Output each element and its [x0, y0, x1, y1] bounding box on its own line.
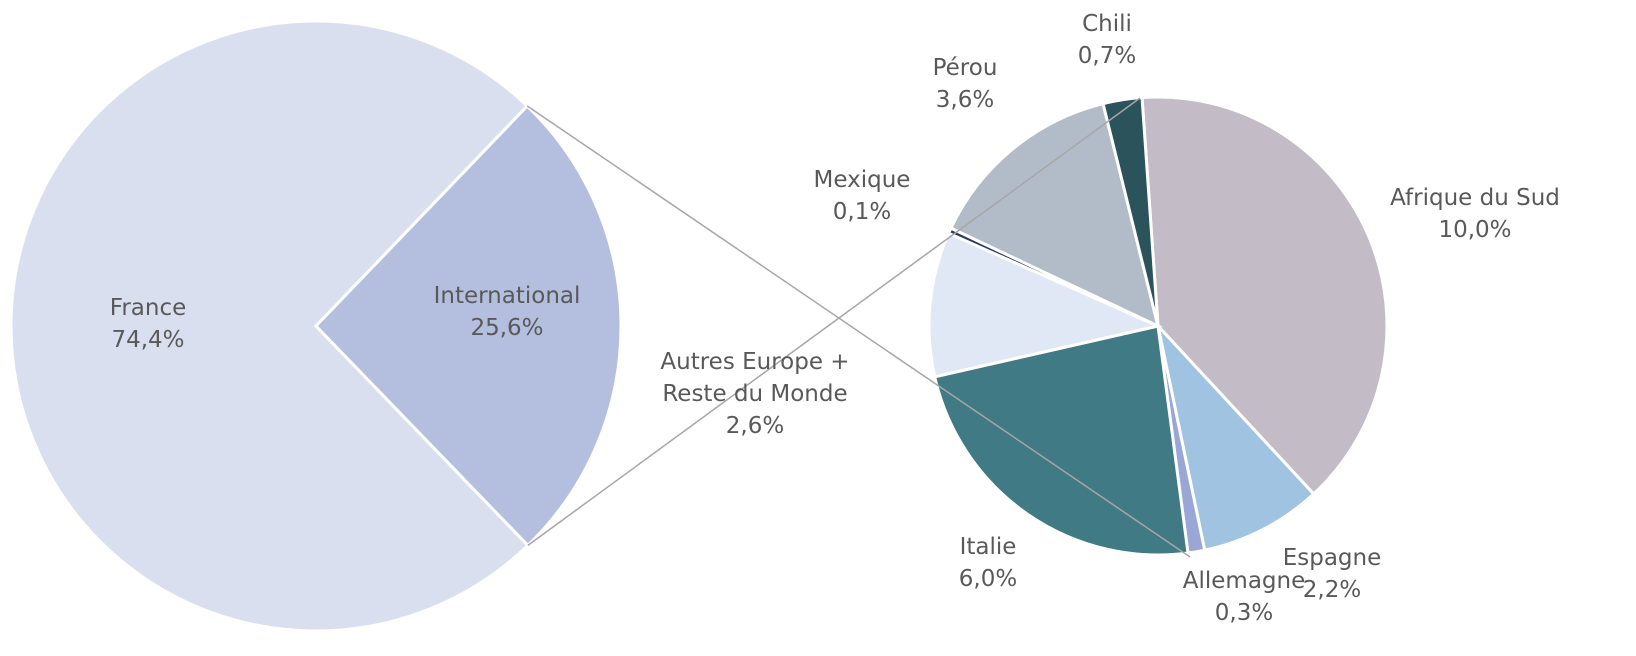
- connector-line: [527, 97, 1141, 547]
- pie-slice: [1101, 95, 1160, 327]
- data-label: Allemagne 0,3%: [1183, 565, 1306, 629]
- slice-value: 2,6%: [725, 413, 785, 439]
- slice-value: 25,6%: [470, 315, 544, 341]
- pie-slice: [1140, 95, 1389, 497]
- slice-value: 74,4%: [111, 327, 185, 353]
- data-label: Espagne 2,2%: [1283, 542, 1382, 606]
- slice-value: 0,7%: [1077, 43, 1137, 69]
- slice-value: 6,0%: [958, 566, 1018, 592]
- pie-slice: [932, 324, 1190, 557]
- slice-value: 0,1%: [832, 199, 892, 225]
- data-label: Pérou 3,6%: [933, 52, 998, 116]
- slice-name: Italie: [959, 534, 1017, 560]
- slice-name: Allemagne: [1182, 568, 1306, 594]
- slice-name: Chili: [1082, 11, 1132, 37]
- connector-line: [526, 105, 1191, 558]
- data-label: France 74,4%: [110, 292, 186, 356]
- pie-slice: [313, 103, 623, 548]
- data-label: International 25,6%: [434, 280, 581, 344]
- slice-value: 2,2%: [1302, 577, 1362, 603]
- slice-name: International: [433, 283, 581, 309]
- pie-slice: [9, 19, 530, 633]
- slice-name: Autres Europe + Reste du Monde: [660, 349, 850, 407]
- data-label: Autres Europe + Reste du Monde 2,6%: [640, 346, 870, 442]
- slice-name: Afrique du Sud: [1390, 185, 1560, 211]
- slice-value: 10,0%: [1438, 217, 1512, 243]
- pie-slice: [948, 101, 1161, 329]
- slice-value: 0,3%: [1214, 600, 1274, 626]
- slice-name: France: [109, 295, 187, 321]
- pie-slice: [1155, 321, 1316, 552]
- slice-name: Pérou: [932, 55, 998, 81]
- data-label: Chili 0,7%: [1078, 8, 1136, 72]
- data-label: Italie 6,0%: [959, 531, 1017, 595]
- slice-name: Espagne: [1282, 545, 1382, 571]
- slice-name: Mexique: [813, 167, 911, 193]
- data-label: Afrique du Sud 10,0%: [1390, 182, 1560, 246]
- data-label: Mexique 0,1%: [814, 164, 911, 228]
- slice-value: 3,6%: [935, 87, 995, 113]
